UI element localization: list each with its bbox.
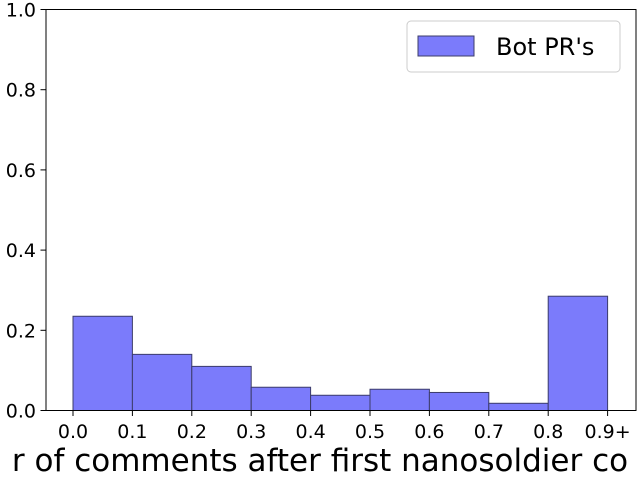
y-tick-label-5: 1.0 <box>6 0 36 22</box>
x-axis-label: r of comments after first nanosoldier co <box>12 443 628 479</box>
bars-group <box>72 295 609 412</box>
x-axis: 0.0 0.1 0.2 0.3 0.4 0.5 0.6 0.7 0.8 0.9+ <box>58 410 631 443</box>
histogram-bar-7 <box>488 402 549 412</box>
y-tick-label-0: 0.0 <box>6 401 36 423</box>
y-tick-label-3: 0.6 <box>6 160 36 182</box>
y-tick-label-4: 0.8 <box>6 80 36 102</box>
x-tick-label-2: 0.2 <box>177 421 207 443</box>
legend: Bot PR's <box>406 20 621 73</box>
histogram-bar-8 <box>547 295 609 411</box>
histogram-bar-5 <box>369 388 430 412</box>
x-tick-label-0: 0.0 <box>58 421 88 443</box>
x-tick-label-9: 0.9+ <box>585 421 631 443</box>
histogram-bar-6 <box>428 391 490 411</box>
histogram-bar-4 <box>310 394 371 411</box>
histogram-bar-2 <box>191 365 252 412</box>
plot-frame <box>45 9 637 411</box>
x-tick-label-4: 0.4 <box>295 421 325 443</box>
y-axis: 0.0 0.2 0.4 0.6 0.8 1.0 <box>6 0 46 423</box>
x-tick-label-8: 0.8 <box>533 421 563 443</box>
legend-box <box>406 20 621 73</box>
y-tick-label-2: 0.4 <box>6 240 36 262</box>
legend-swatch <box>417 35 475 57</box>
y-tick-label-1: 0.2 <box>6 320 36 342</box>
x-tick-label-5: 0.5 <box>355 421 385 443</box>
histogram-bar-3 <box>250 386 312 412</box>
histogram-bar-0 <box>72 315 133 412</box>
x-tick-label-6: 0.6 <box>414 421 444 443</box>
legend-label: Bot PR's <box>496 33 594 61</box>
x-tick-label-1: 0.1 <box>117 421 147 443</box>
histogram-bar-1 <box>131 353 193 411</box>
x-tick-label-3: 0.3 <box>236 421 266 443</box>
x-tick-label-7: 0.7 <box>474 421 504 443</box>
